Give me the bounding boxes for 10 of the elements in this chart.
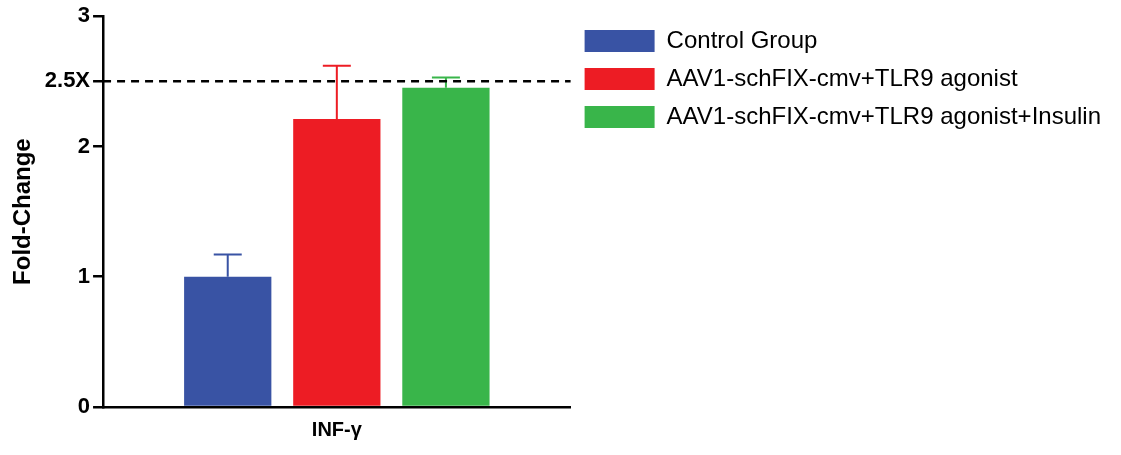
y-axis-title: Fold-Change [8,138,36,285]
legend-label: AAV1-schFIX-cmv+TLR9 agonist+Insulin [666,101,1101,129]
y-tick-label: 2 [77,132,91,158]
legend-label: AAV1-schFIX-cmv+TLR9 agonist [666,63,1018,91]
legend-label: Control Group [666,25,818,53]
y-tick-label: 1 [77,262,91,288]
y-tick-label: 2.5X [44,67,91,93]
y-tick-label: 0 [77,393,91,419]
x-tick-label: INF-γ [311,417,363,440]
y-tick-label: 3 [77,2,91,28]
